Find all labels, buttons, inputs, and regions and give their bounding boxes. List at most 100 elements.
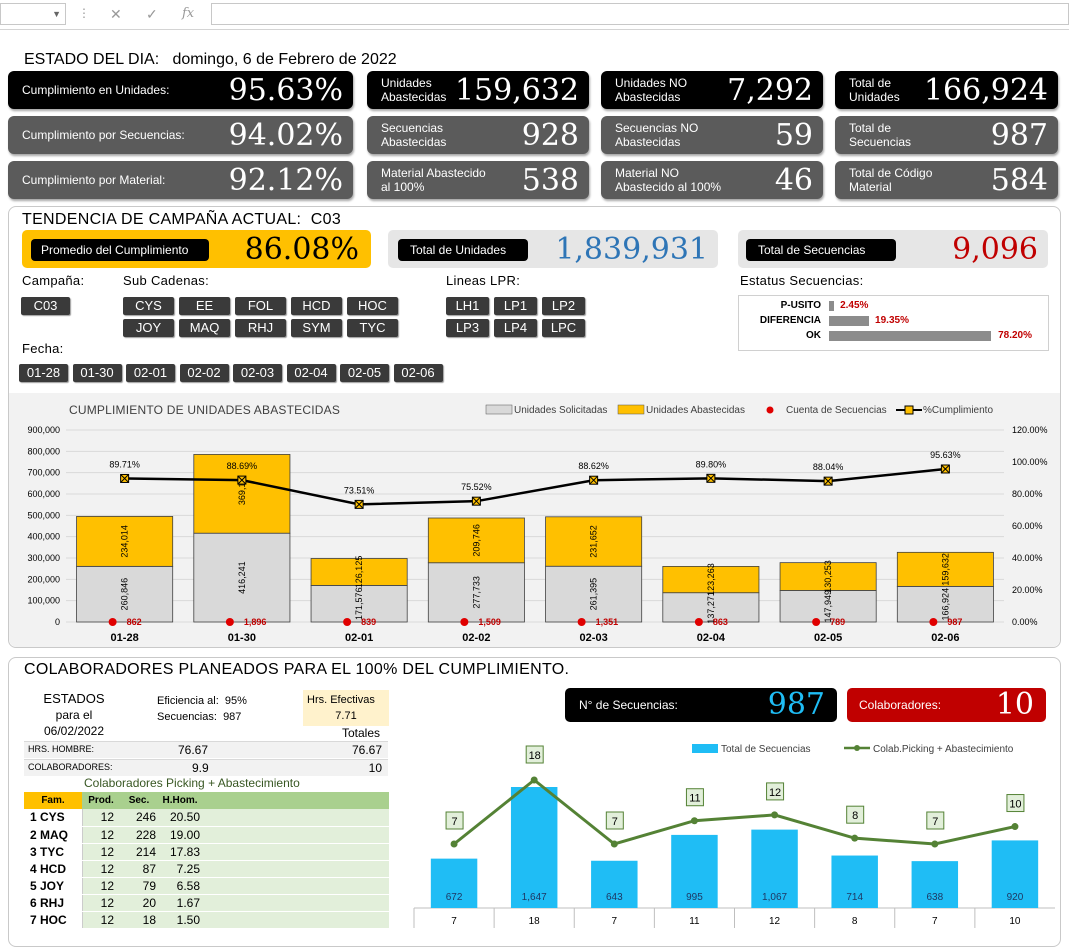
label-cumplimiento: 75.52% [461, 482, 492, 492]
kpi-label: Unidades Abastecidas [381, 76, 447, 104]
insert-function-icon[interactable]: fx [182, 6, 195, 21]
slicer-subcadena[interactable]: TYC [347, 319, 398, 337]
para-el-label: para el [55, 708, 93, 722]
prod-cell: 12 [82, 843, 120, 861]
colab-label-box [605, 811, 624, 830]
slicer-linea[interactable]: LP1 [494, 297, 537, 315]
marker-cross [589, 475, 598, 485]
prod-cell: 12 [82, 826, 120, 844]
chevron-down-icon[interactable]: ▼ [52, 9, 61, 19]
slicer-fecha[interactable]: 02-05 [340, 364, 389, 382]
slicer-campana[interactable]: C03 [21, 297, 70, 315]
chart-background [9, 393, 1060, 647]
slicer-fecha[interactable]: 02-01 [126, 364, 175, 382]
kpi-label: Total de Unidades [849, 76, 900, 104]
x-tick: 8 [852, 916, 858, 927]
label-cumplimiento: 89.80% [696, 459, 727, 469]
label-secuencias: 789 [830, 617, 845, 627]
table-row: 2 MAQ 12 228 19.00 [24, 826, 389, 844]
slicer-subcadena[interactable]: EE [179, 297, 230, 315]
y-left-tick: 100,000 [27, 596, 60, 606]
fam-cell: 7 HOC [24, 911, 83, 929]
kpi-value: 159,632 [454, 73, 579, 108]
label-secuencias: 1,896 [244, 617, 267, 627]
table-row: 7 HOC 12 18 1.50 [24, 911, 389, 929]
fecha-label: Fecha: [22, 341, 64, 356]
bar-label-abastecidas: 231,652 [589, 525, 599, 558]
slicer-linea[interactable]: LP2 [542, 297, 585, 315]
kpi-box: Total de Secuencias 987 [835, 116, 1058, 154]
slicer-fecha[interactable]: 01-28 [19, 364, 68, 382]
bar-label: 638 [926, 892, 943, 903]
x-tick: 02-04 [697, 632, 726, 644]
bar-label-abastecidas: 130,253 [823, 560, 833, 593]
slicer-fecha[interactable]: 02-06 [393, 364, 443, 382]
x-tick: 01-28 [111, 632, 139, 644]
colab-table: Fam. Prod. Sec. H.Hom. 1 CYS 12 246 20.50 2 MAQ 1… [24, 792, 389, 929]
bar-secuencias [991, 840, 1039, 908]
colab-label: 18 [529, 750, 541, 762]
fam-cell: 1 CYS [24, 809, 83, 827]
slicer-fecha[interactable]: 02-02 [179, 364, 229, 382]
bar-secuencias [831, 855, 878, 908]
prod-cell: 12 [82, 809, 120, 827]
cancel-icon[interactable]: ✕ [110, 6, 122, 22]
dot-secuencias [929, 618, 938, 626]
slicer-fecha[interactable]: 01-30 [72, 364, 122, 382]
marker-cross [120, 474, 129, 483]
kpi-value: 95.63% [228, 73, 343, 108]
formula-input[interactable] [211, 3, 1069, 25]
slicer-linea[interactable]: LH1 [446, 297, 489, 315]
marker-cross [354, 500, 364, 509]
nsec-box: N° de Secuencias: 987 [565, 687, 837, 722]
slicer-fecha[interactable]: 02-04 [286, 364, 336, 382]
estatus-bar [829, 301, 835, 311]
column-header: H.Hom. [158, 792, 202, 809]
slicer-subcadena[interactable]: FOL [235, 297, 286, 315]
slicer-fecha[interactable]: 02-03 [233, 364, 282, 382]
slicer-linea[interactable]: LP3 [446, 319, 489, 337]
slicer-subcadena[interactable]: RHJ [235, 319, 286, 337]
name-box[interactable]: ▼ [0, 3, 66, 25]
kpi-box: Material Abastecido al 100% 538 [367, 161, 589, 199]
colab-label: 11 [689, 793, 700, 805]
y-left-tick: 200,000 [27, 574, 60, 584]
bar-secuencias [751, 829, 798, 908]
estatus-name: OK [806, 330, 821, 341]
y-right-tick: 80.00% [1012, 489, 1043, 499]
y-right-tick: 120.00% [1012, 425, 1048, 435]
label-cumplimiento: 95.63% [930, 450, 961, 460]
bar-solicitadas [310, 584, 408, 623]
column-header: Sec. [120, 792, 158, 809]
slicer-subcadena[interactable]: HCD [291, 297, 342, 315]
x-tick: 7 [612, 916, 618, 927]
chart-title: CUMPLIMIENTO DE UNIDADES ABASTECIDAS [69, 403, 340, 417]
slicer-subcadena[interactable]: SYM [291, 319, 342, 337]
blank-cell [202, 894, 389, 912]
slicer-linea[interactable]: LP4 [494, 319, 537, 337]
slicer-subcadena[interactable]: CYS [123, 297, 174, 315]
colab-label: 10 [1009, 799, 1021, 811]
slicer-subcadena[interactable]: HOC [347, 297, 398, 315]
blank-cell [202, 843, 389, 861]
dot-secuencias [460, 618, 469, 626]
kpi-label: Material Abastecido al 100% [381, 166, 486, 194]
bar-abastecidas [779, 562, 877, 591]
header-spacer [202, 792, 389, 809]
total-secuencias-value: 9,096 [952, 232, 1038, 267]
slicer-subcadena[interactable]: MAQ [179, 319, 230, 337]
slicer-linea[interactable]: LPC [542, 319, 585, 337]
marker-cross [472, 496, 481, 506]
prod-cell: 12 [82, 894, 120, 912]
kpi-value: 94.02% [228, 118, 343, 153]
fam-cell: 2 MAQ [24, 826, 83, 844]
label-cumplimiento: 88.62% [578, 461, 609, 471]
legend-label: %Cumplimiento [923, 405, 993, 416]
eficiencia-block: Eficiencia al: 95% Secuencias: 987 [157, 693, 247, 725]
marker-colaboradores [610, 840, 618, 848]
colaboradores-table: Fam. Prod. Sec. H.Hom. 1 CYS 12 246 20.50 2 MAQ 1… [24, 792, 389, 929]
enter-check-icon[interactable]: ✓ [146, 6, 158, 22]
marker-cross [706, 473, 716, 483]
bar-secuencias [430, 858, 478, 908]
slicer-subcadena[interactable]: JOY [123, 319, 174, 337]
